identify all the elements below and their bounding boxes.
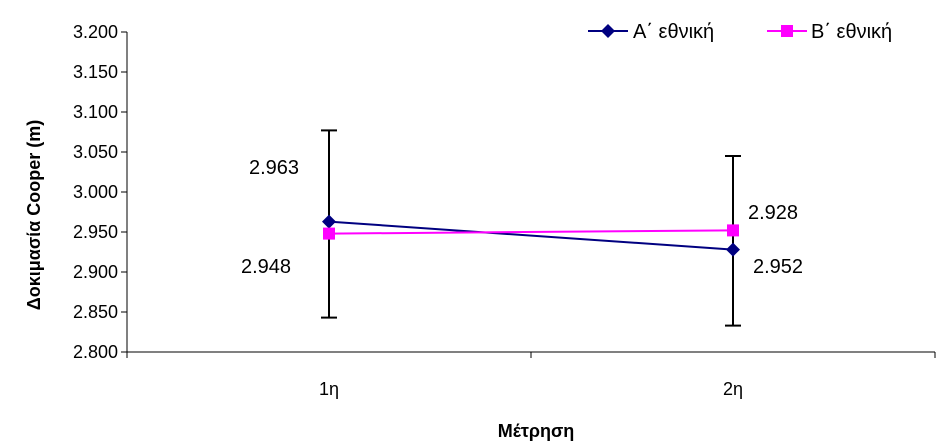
x-axis-title: Μέτρηση [498,421,575,441]
y-tick-label: 2.950 [73,222,118,242]
series-line-2 [328,229,734,235]
y-tick-label: 3.050 [73,142,118,162]
point-series-2 [323,227,335,240]
data-label: 2.948 [241,256,291,278]
series-markers [322,214,740,257]
error-bars [321,129,741,327]
data-label: 2.963 [249,157,299,179]
legend: Α΄ εθνική Β΄ εθνική [588,21,892,43]
y-tick-label: 3.100 [73,102,118,122]
y-tick-label: 3.200 [73,22,118,42]
data-label: 2.952 [753,256,803,278]
legend-item-series-1: Α΄ εθνική [588,21,714,43]
legend-label-series-1: Α΄ εθνική [633,21,714,43]
x-tick-label: 2η [723,379,743,399]
legend-square-icon [781,25,793,37]
point-series-2 [727,224,739,237]
data-labels: 2.963 2.948 2.928 2.952 [241,157,803,278]
y-tick-label: 2.900 [73,262,118,282]
y-ticks: 2.800 2.850 2.900 2.950 3.000 3.050 3.100 3.150… [73,22,127,362]
series-lines [328,220,734,251]
legend-item-series-2: Β΄ εθνική [767,21,892,43]
y-tick-label: 3.000 [73,182,118,202]
data-label: 2.928 [748,202,798,224]
x-tick-label: 1η [319,379,339,399]
legend-diamond-icon [601,24,615,38]
y-tick-label: 2.850 [73,302,118,322]
axes [126,32,935,353]
y-tick-label: 3.150 [73,62,118,82]
y-tick-label: 2.800 [73,342,118,362]
x-ticks: 1η 2η [126,352,936,399]
point-series-1 [726,242,740,257]
point-series-1 [322,214,336,229]
legend-label-series-2: Β΄ εθνική [811,21,892,43]
y-axis-title: Δοκιμασία Cooper (m) [24,120,44,310]
series-line-1 [328,220,734,251]
